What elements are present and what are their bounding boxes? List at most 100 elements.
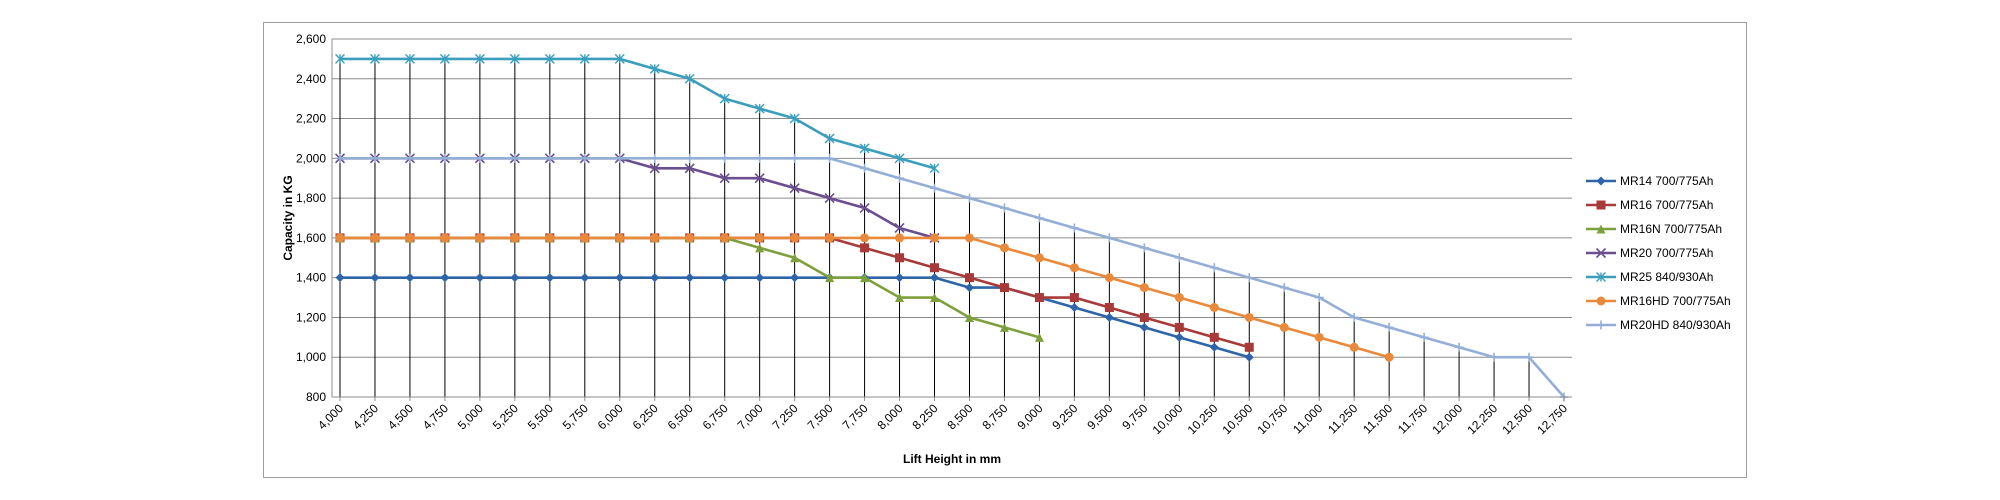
data-point xyxy=(999,243,1009,253)
data-point xyxy=(1279,283,1289,293)
data-point xyxy=(509,53,520,64)
data-point xyxy=(440,153,450,163)
data-point xyxy=(895,173,905,183)
data-point xyxy=(894,153,905,164)
x-tick-label: 6,750 xyxy=(700,401,731,432)
data-point xyxy=(475,273,485,283)
legend-label: MR16HD 700/775Ah xyxy=(1620,294,1731,308)
data-point xyxy=(720,233,730,243)
y-tick-label: 2,200 xyxy=(296,112,326,126)
x-tick-label: 11,500 xyxy=(1360,401,1395,436)
data-point xyxy=(1244,342,1254,352)
data-point xyxy=(544,53,555,64)
data-point xyxy=(860,233,870,243)
data-point xyxy=(719,93,730,104)
x-axis-title: Lift Height in mm xyxy=(903,452,1001,466)
data-point xyxy=(790,273,800,283)
series-group xyxy=(334,153,940,243)
x-tick-label: 10,250 xyxy=(1185,401,1221,437)
data-point xyxy=(1244,273,1254,283)
data-point xyxy=(650,233,660,243)
data-point xyxy=(649,63,660,74)
data-point xyxy=(474,53,485,64)
chart-frame: Capacity in KG Lift Height in mm 800 1,00… xyxy=(263,22,1747,478)
x-tick-label: 6,500 xyxy=(665,401,696,432)
data-point xyxy=(860,163,870,173)
data-point xyxy=(684,73,695,84)
data-point xyxy=(1279,322,1289,332)
data-point xyxy=(1314,332,1324,342)
data-point xyxy=(615,153,625,163)
x-tick-label: 8,500 xyxy=(944,401,975,432)
data-point xyxy=(580,273,590,283)
data-point xyxy=(1139,243,1149,253)
data-point xyxy=(440,273,450,283)
x-tick-label: 11,000 xyxy=(1290,401,1325,436)
grid-layer xyxy=(332,38,1572,398)
data-point xyxy=(755,153,765,163)
data-point xyxy=(545,233,555,243)
data-point xyxy=(894,222,905,234)
data-point xyxy=(720,153,730,163)
line-chart: Capacity in KG Lift Height in mm 800 1,00… xyxy=(281,32,1731,466)
y-tick-label: 2,000 xyxy=(296,151,326,165)
data-point xyxy=(1104,303,1114,312)
data-point xyxy=(1104,233,1114,243)
data-point xyxy=(1174,253,1184,263)
data-point xyxy=(335,53,345,64)
data-point xyxy=(335,273,345,283)
series-group xyxy=(335,53,940,174)
series-line xyxy=(340,57,935,170)
legend-entry: MR16HD 700/775Ah xyxy=(1586,294,1731,308)
data-point xyxy=(370,233,380,243)
data-point xyxy=(895,233,905,243)
x-tick-label: 12,250 xyxy=(1464,401,1500,437)
data-point xyxy=(824,133,835,144)
legend-label: MR16N 700/775Ah xyxy=(1620,222,1722,236)
data-point xyxy=(1596,296,1606,306)
data-point xyxy=(964,312,974,322)
y-tick-label: 1,600 xyxy=(296,231,326,245)
data-point xyxy=(579,53,590,64)
data-point xyxy=(1069,223,1079,233)
x-tick-label: 12,500 xyxy=(1499,401,1535,437)
data-point xyxy=(405,273,415,283)
data-point xyxy=(335,233,345,243)
data-point xyxy=(1139,322,1149,332)
data-point xyxy=(790,233,800,243)
data-point xyxy=(930,183,940,193)
data-point xyxy=(510,233,520,243)
x-tick-label: 11,750 xyxy=(1395,401,1430,436)
data-point xyxy=(1034,253,1044,263)
data-point xyxy=(1524,352,1534,362)
data-point xyxy=(719,173,730,184)
data-point xyxy=(755,243,765,253)
data-point xyxy=(1596,272,1606,282)
legend-label: MR20HD 840/930Ah xyxy=(1620,318,1731,332)
data-point xyxy=(510,273,520,283)
data-point xyxy=(475,153,485,163)
data-point xyxy=(790,153,800,163)
data-point xyxy=(1244,352,1254,362)
data-point xyxy=(405,233,415,243)
data-point xyxy=(510,153,520,163)
x-tick-label: 6,250 xyxy=(630,401,661,432)
data-point xyxy=(964,283,974,293)
x-tick-label: 7,000 xyxy=(735,401,766,432)
data-point xyxy=(1069,303,1079,312)
data-point xyxy=(825,153,835,163)
data-point xyxy=(964,193,974,203)
legend-entry: MR20HD 840/930Ah xyxy=(1586,318,1731,332)
data-point xyxy=(1419,332,1429,342)
y-tick-label: 1,800 xyxy=(296,191,326,205)
x-tick-label: 12,000 xyxy=(1429,401,1465,437)
x-tick-label: 4,250 xyxy=(350,401,381,432)
data-point xyxy=(964,273,974,283)
data-point xyxy=(859,202,870,214)
data-point xyxy=(439,53,450,64)
x-tick-label: 12,750 xyxy=(1534,401,1570,437)
x-tick-label: 4,750 xyxy=(420,401,451,432)
y-tick-label: 2,400 xyxy=(296,72,326,86)
x-tick-label: 8,250 xyxy=(910,401,941,432)
x-tick-label: 5,000 xyxy=(455,401,486,432)
